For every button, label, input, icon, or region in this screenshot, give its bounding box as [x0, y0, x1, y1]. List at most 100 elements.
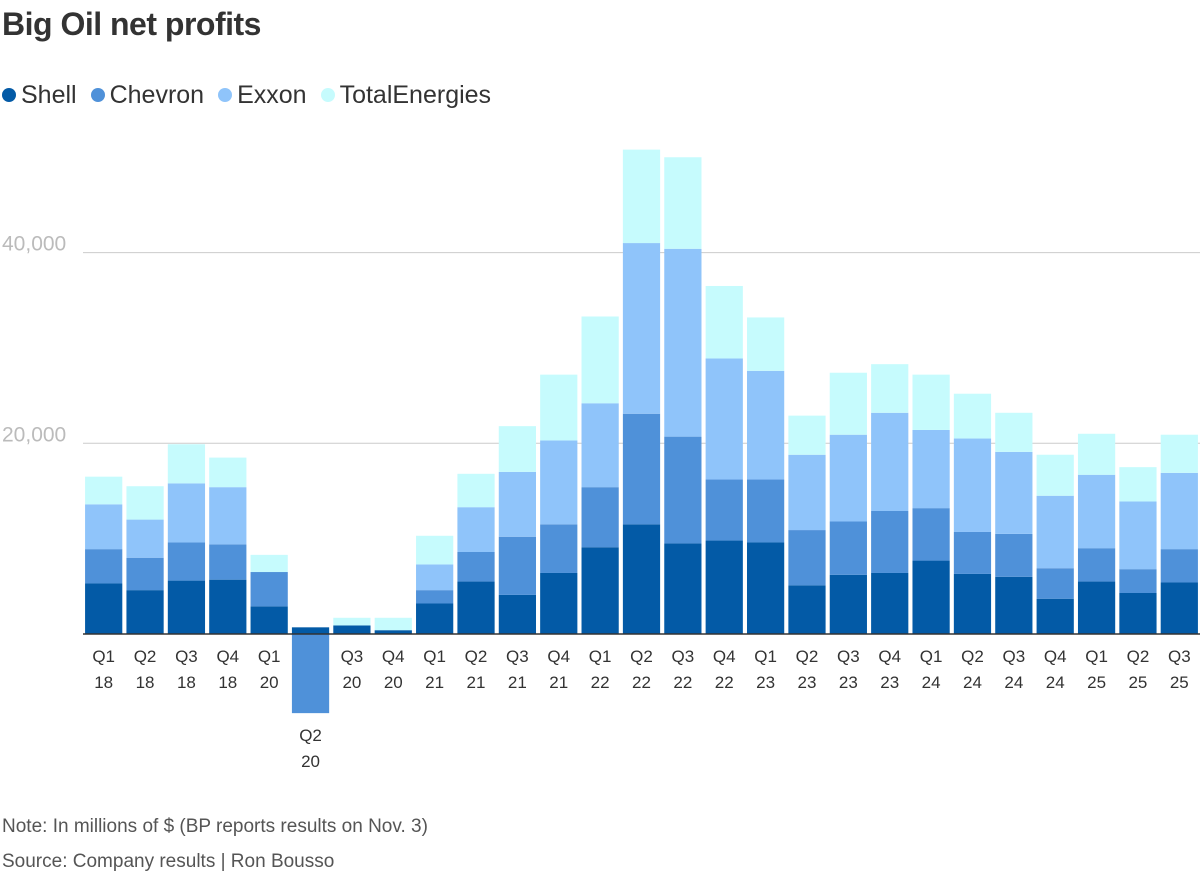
bar-shell-q1-21	[416, 603, 454, 634]
bar-shell-q1-18	[85, 583, 123, 634]
bar-totalenergies-q4-21	[540, 374, 578, 441]
bar-chevron-q1-21	[416, 590, 454, 604]
bar-shell-q4-23	[871, 572, 909, 634]
y-tick-label-20000: 20,000	[2, 423, 66, 446]
bar-chevron-q2-23	[788, 530, 826, 586]
bar-totalenergies-q3-24	[995, 412, 1033, 452]
bar-exxon-q2-18	[126, 519, 164, 558]
x-tick-label-q4-24-line1: Q4	[1044, 647, 1067, 666]
bar-totalenergies-q4-22	[705, 285, 743, 359]
bar-totalenergies-q4-18	[209, 457, 247, 488]
legend-swatch-totalenergies	[320, 88, 335, 102]
bar-shell-q1-23	[746, 542, 785, 634]
bar-totalenergies-q2-25	[1119, 467, 1157, 502]
bar-chevron-q4-18	[209, 544, 247, 580]
x-tick-label-q3-22-line2: 22	[673, 673, 692, 692]
bar-totalenergies-q2-24	[953, 393, 992, 439]
bar-shell-q3-20	[333, 625, 371, 634]
bar-chevron-q3-22	[664, 436, 702, 544]
legend-item-exxon: Exxon	[218, 81, 307, 110]
bar-exxon-q4-18	[209, 487, 247, 545]
chart-source: Source: Company results | Ron Bousso	[2, 851, 335, 872]
bar-chevron-q1-22	[581, 487, 619, 548]
x-tick-label-q4-18-line1: Q4	[216, 647, 239, 666]
bar-shell-q1-20	[250, 606, 288, 634]
bar-shell-q2-21	[457, 581, 495, 634]
x-tick-label-q4-20-line2: 20	[384, 673, 403, 692]
bar-exxon-q2-21	[457, 507, 495, 552]
x-tick-label-q3-23-line2: 23	[839, 673, 858, 692]
bar-chevron-q3-21	[498, 536, 537, 595]
bar-chevron-q4-24	[1036, 568, 1074, 599]
bar-shell-q4-18	[209, 579, 247, 634]
bar-exxon-q1-22	[581, 403, 619, 488]
x-tick-label-q1-23-line1: Q1	[754, 647, 777, 666]
bar-shell-q3-25	[1160, 582, 1198, 634]
bar-chevron-q2-20	[291, 634, 330, 714]
bar-chevron-q1-25	[1077, 548, 1116, 582]
bar-shell-q3-21	[498, 594, 537, 634]
x-tick-label-q2-24-line1: Q2	[961, 647, 984, 666]
bar-exxon-q1-18	[85, 504, 123, 550]
bar-totalenergies-q1-24	[912, 374, 950, 430]
bar-exxon-q3-18	[167, 483, 206, 543]
x-tick-label-q2-25-line2: 25	[1128, 673, 1147, 692]
x-tick-label-q3-20-line2: 20	[342, 673, 361, 692]
bar-chevron-q1-20	[250, 572, 288, 607]
bar-chevron-q3-18	[167, 542, 206, 581]
legend-item-totalenergies: TotalEnergies	[320, 81, 491, 110]
x-tick-label-q4-18-line2: 18	[218, 673, 237, 692]
bar-exxon-q4-24	[1036, 495, 1074, 569]
bar-shell-q2-25	[1119, 592, 1157, 634]
bar-chevron-q3-24	[995, 533, 1033, 577]
bar-chevron-q4-22	[705, 479, 743, 541]
bar-totalenergies-q2-21	[457, 473, 495, 508]
bar-shell-q1-24	[912, 560, 950, 634]
x-tick-label-q2-22-line1: Q2	[630, 647, 653, 666]
legend-swatch-exxon	[218, 88, 233, 102]
x-tick-label-q2-21-line1: Q2	[465, 647, 488, 666]
bar-exxon-q3-24	[995, 451, 1033, 534]
x-tick-label-q4-22-line2: 22	[715, 673, 734, 692]
bar-shell-q4-20	[374, 630, 412, 634]
x-tick-label-q1-20-line1: Q1	[258, 647, 281, 666]
bar-exxon-q4-22	[705, 358, 743, 480]
x-tick-label-q1-23-line2: 23	[756, 673, 775, 692]
bar-chevron-q2-25	[1119, 569, 1157, 593]
legend-swatch-shell	[2, 88, 16, 102]
legend-swatch-chevron	[90, 88, 105, 102]
bar-shell-q1-22	[581, 547, 619, 634]
x-tick-label-q1-22-line2: 22	[591, 673, 610, 692]
x-tick-label-q3-24-line1: Q3	[1002, 647, 1025, 666]
x-tick-label-q3-20-line1: Q3	[341, 647, 364, 666]
x-tick-label-q1-24-line2: 24	[922, 673, 941, 692]
bar-exxon-q4-23	[871, 412, 909, 511]
bar-chevron-q1-23	[746, 479, 785, 543]
bar-exxon-q3-22	[664, 248, 702, 437]
bar-chevron-q1-24	[912, 508, 950, 561]
x-tick-label-q1-21-line1: Q1	[423, 647, 446, 666]
bar-exxon-q1-24	[912, 429, 950, 509]
x-tick-label-q2-23-line1: Q2	[796, 647, 819, 666]
x-tick-label-q3-25-line2: 25	[1170, 673, 1189, 692]
legend-item-chevron: Chevron	[90, 80, 205, 110]
bar-totalenergies-q1-18	[85, 476, 123, 505]
x-tick-label-q1-25-line1: Q1	[1085, 647, 1108, 666]
x-tick-label-q4-21-line2: 21	[549, 673, 568, 692]
chart-note: Note: In millions of $ (BP reports resul…	[2, 816, 428, 837]
x-tick-label-q3-21-line2: 21	[508, 673, 527, 692]
bar-totalenergies-q1-21	[416, 535, 454, 565]
x-tick-label-q4-24-line2: 24	[1046, 673, 1065, 692]
x-tick-label-q4-23-line2: 23	[880, 673, 899, 692]
legend-label-chevron: Chevron	[109, 80, 205, 109]
x-tick-label-q4-22-line1: Q4	[713, 647, 736, 666]
x-tick-label-q2-25-line1: Q2	[1127, 647, 1150, 666]
bar-chevron-q2-22	[622, 413, 661, 525]
bar-chevron-q1-18	[85, 549, 123, 584]
bar-exxon-q1-23	[746, 370, 785, 480]
bar-totalenergies-q3-25	[1160, 434, 1198, 473]
x-tick-label-q1-25-line2: 25	[1087, 673, 1106, 692]
bar-shell-q3-24	[995, 576, 1033, 634]
bar-exxon-q3-23	[829, 434, 867, 522]
